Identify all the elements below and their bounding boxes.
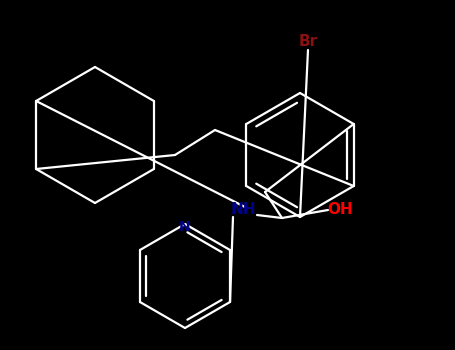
- Text: NH: NH: [230, 202, 256, 217]
- Text: Br: Br: [298, 35, 318, 49]
- Text: N: N: [179, 220, 191, 234]
- Text: OH: OH: [327, 203, 353, 217]
